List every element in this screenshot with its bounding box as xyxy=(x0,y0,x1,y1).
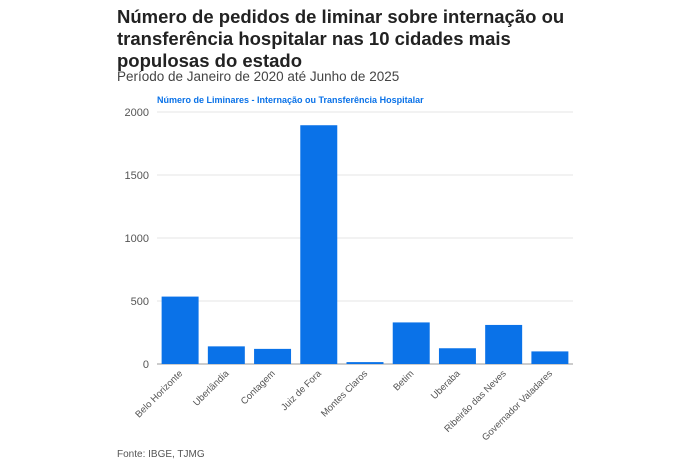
bar[interactable] xyxy=(254,348,292,364)
x-tick-label: Uberlândia xyxy=(191,368,232,409)
series-label: Número de Liminares - Internação ou Tran… xyxy=(157,95,424,105)
x-tick-label: Uberaba xyxy=(429,368,463,402)
y-tick-label: 1000 xyxy=(125,233,149,245)
y-axis: 0 500 1000 1500 2000 xyxy=(125,107,149,371)
bar[interactable] xyxy=(346,362,384,364)
bar[interactable] xyxy=(485,324,523,364)
x-tick-label: Contagem xyxy=(239,368,278,407)
chart-subtitle: Período de Janeiro de 2020 até Junho de … xyxy=(117,69,400,84)
chart-title: Número de pedidos de liminar sobre inter… xyxy=(117,6,565,71)
bar[interactable] xyxy=(300,125,338,364)
y-tick-label: 1500 xyxy=(125,170,149,182)
x-axis: Belo Horizonte Uberlândia Contagem Juiz de … xyxy=(133,368,555,443)
x-tick-label: Betim xyxy=(391,368,416,393)
grid-lines xyxy=(157,111,573,365)
x-tick-label: Montes Claros xyxy=(319,368,370,419)
y-tick-label: 2000 xyxy=(125,107,149,119)
bars xyxy=(161,125,569,364)
y-tick-label: 500 xyxy=(131,296,149,308)
bar[interactable] xyxy=(531,351,569,364)
bar[interactable] xyxy=(161,296,199,364)
y-tick-label: 0 xyxy=(143,359,149,371)
bar[interactable] xyxy=(438,348,476,364)
bar[interactable] xyxy=(392,322,430,364)
bar[interactable] xyxy=(207,346,245,364)
x-tick-label: Juiz de Fora xyxy=(279,368,324,413)
source-note: Fonte: IBGE, TJMG xyxy=(117,449,205,460)
x-tick-label: Belo Horizonte xyxy=(133,368,185,420)
